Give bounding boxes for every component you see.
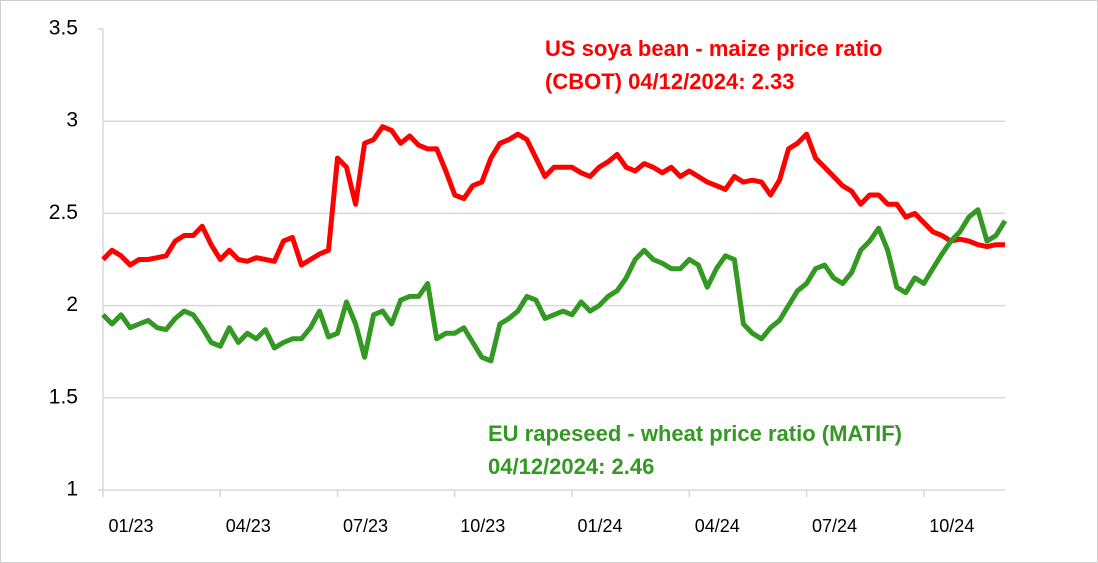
x-tick-label: 07/24 — [812, 516, 857, 536]
y-tick-label: 2 — [66, 293, 78, 316]
labels: 1 1.5 2 2.5 3 3.5 01/23 04/23 07/23 10/23 01/24 04/… — [49, 17, 975, 536]
grid — [98, 28, 1005, 497]
x-tick-label: 04/24 — [695, 516, 740, 536]
lines — [101, 124, 1008, 364]
y-tick-label: 1.5 — [49, 385, 78, 408]
x-tick-label: 10/23 — [460, 516, 505, 536]
x-tick-label: 01/24 — [578, 516, 623, 536]
annotation: 04/12/2024: 2.46 — [488, 454, 654, 479]
y-tick-label: 3.5 — [49, 17, 78, 40]
y-tick-label: 2.5 — [49, 201, 78, 224]
x-tick-label: 01/23 — [108, 516, 153, 536]
data-line — [101, 124, 1005, 268]
x-tick-label: 10/24 — [929, 516, 974, 536]
annotation: EU rapeseed - wheat price ratio (MATIF) — [488, 421, 902, 446]
y-tick-label: 3 — [66, 109, 78, 132]
x-tick-label: 07/23 — [343, 516, 388, 536]
data-line — [101, 207, 1008, 364]
annotation: US soya bean - maize price ratio — [545, 36, 882, 61]
annotation: (CBOT) 04/12/2024: 2.33 — [545, 69, 794, 94]
y-tick-label: 1 — [66, 478, 78, 501]
x-tick-label: 04/23 — [226, 516, 271, 536]
